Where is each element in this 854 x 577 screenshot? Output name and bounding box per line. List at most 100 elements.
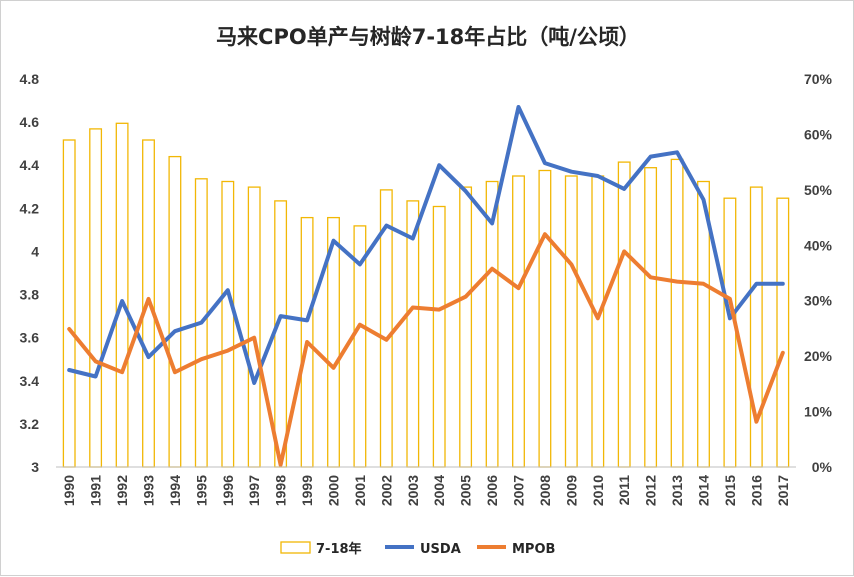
point-mpob-2015 [729, 298, 731, 300]
point-mpob-1991 [94, 360, 97, 363]
x-tick-label: 1990 [61, 475, 77, 506]
point-usda-1993 [147, 356, 150, 358]
chart-title: 马来CPO单产与树龄7-18年占比（吨/公顷） [216, 25, 640, 49]
point-mpob-2002 [385, 339, 388, 341]
point-usda-2008 [544, 162, 546, 164]
point-usda-1995 [200, 321, 203, 324]
point-usda-1990 [68, 369, 70, 371]
bar-1996 [221, 180, 235, 468]
point-mpob-1990 [68, 328, 70, 330]
right-tick-label: 50% [804, 182, 833, 198]
bar-1992 [115, 122, 129, 468]
plot-area [62, 105, 790, 468]
legend-swatch-bar [280, 541, 311, 554]
legend-label-usda: USDA [420, 542, 461, 557]
left-tick-label: 4.8 [20, 71, 40, 87]
point-usda-2004 [438, 164, 441, 166]
left-tick-label: 4 [31, 243, 39, 259]
point-mpob-2006 [491, 267, 493, 270]
bar-2009 [564, 175, 578, 468]
right-tick-label: 70% [804, 71, 833, 87]
point-mpob-2010 [597, 317, 599, 320]
x-tick-label: 2000 [326, 475, 342, 506]
point-mpob-2012 [649, 276, 652, 279]
x-tick-label: 2005 [458, 475, 474, 506]
point-mpob-2011 [623, 250, 625, 253]
point-mpob-2016 [755, 420, 758, 423]
x-tick-label: 1996 [220, 475, 236, 506]
left-tick-label: 3 [31, 459, 39, 475]
bar-1998 [274, 200, 288, 468]
point-mpob-1992 [121, 371, 123, 374]
left-tick-label: 3.8 [20, 287, 40, 303]
bar-1991 [89, 128, 103, 468]
point-usda-2006 [491, 222, 493, 225]
x-tick-label: 2003 [405, 475, 421, 506]
point-usda-2013 [676, 151, 678, 154]
axes: 3 3.2 3.4 3.6 3.8 4 4.2 4.4 4.6 4.8 0% 10% 20% 30% 40%… [20, 71, 833, 506]
x-tick-label: 2010 [590, 475, 606, 506]
point-usda-2012 [649, 155, 652, 158]
bar-2015 [723, 197, 737, 468]
x-tick-label: 2017 [775, 475, 791, 506]
point-mpob-2004 [438, 308, 441, 311]
bar-2012 [644, 167, 658, 468]
point-usda-1996 [227, 289, 229, 292]
bar-2016 [749, 186, 763, 468]
point-usda-2016 [755, 283, 758, 285]
x-tick-label: 2006 [484, 475, 500, 506]
line-mpob [67, 232, 785, 467]
point-mpob-2009 [570, 263, 573, 266]
x-tick-label: 2004 [431, 475, 447, 506]
bar-1997 [247, 186, 261, 468]
bar-2013 [670, 158, 684, 468]
left-tick-label: 4.4 [20, 157, 40, 173]
right-tick-label: 60% [804, 126, 833, 142]
x-tick-label: 2013 [669, 475, 685, 506]
legend-label-bar: 7-18年 [316, 541, 362, 557]
bar-2005 [459, 186, 473, 468]
x-tick-label: 1995 [193, 475, 209, 506]
left-tick-label: 3.4 [20, 373, 40, 389]
point-usda-2005 [464, 190, 467, 192]
x-tick-label: 1991 [88, 475, 104, 506]
legend: 7-18年 USDA MPOB [280, 541, 555, 557]
bar-1994 [168, 155, 182, 468]
point-usda-2000 [332, 239, 335, 242]
point-usda-2015 [729, 317, 731, 320]
x-tick-label: 2007 [511, 475, 527, 506]
point-usda-1991 [94, 375, 97, 378]
left-tick-label: 3.2 [20, 416, 40, 432]
point-mpob-2017 [782, 352, 784, 354]
x-tick-label: 2008 [537, 475, 553, 506]
x-tick-label: 2001 [352, 475, 368, 506]
point-mpob-1996 [227, 349, 229, 352]
line-usda [67, 105, 785, 385]
right-tick-label: 30% [804, 293, 833, 309]
point-usda-2009 [570, 170, 573, 173]
bar-2003 [406, 200, 420, 468]
point-usda-1998 [279, 315, 282, 317]
point-usda-2003 [412, 237, 414, 240]
bar-2011 [617, 161, 631, 468]
bar-2017 [776, 197, 790, 468]
x-tick-label: 1997 [246, 475, 262, 506]
x-tick-label: 2015 [722, 475, 738, 506]
bar-2008 [538, 169, 552, 468]
point-mpob-1997 [253, 336, 255, 339]
bar-1990 [62, 139, 76, 468]
point-mpob-2013 [676, 280, 678, 283]
x-tick-label: 1994 [167, 475, 183, 506]
point-usda-2001 [359, 263, 361, 266]
point-mpob-2007 [517, 287, 520, 289]
left-tick-label: 4.6 [20, 114, 40, 130]
point-usda-2010 [597, 175, 599, 177]
point-mpob-1999 [306, 341, 308, 343]
point-usda-2011 [623, 188, 625, 190]
point-mpob-2000 [332, 367, 335, 369]
point-usda-2002 [385, 224, 388, 227]
right-tick-label: 40% [804, 237, 833, 253]
point-mpob-1993 [147, 298, 150, 300]
